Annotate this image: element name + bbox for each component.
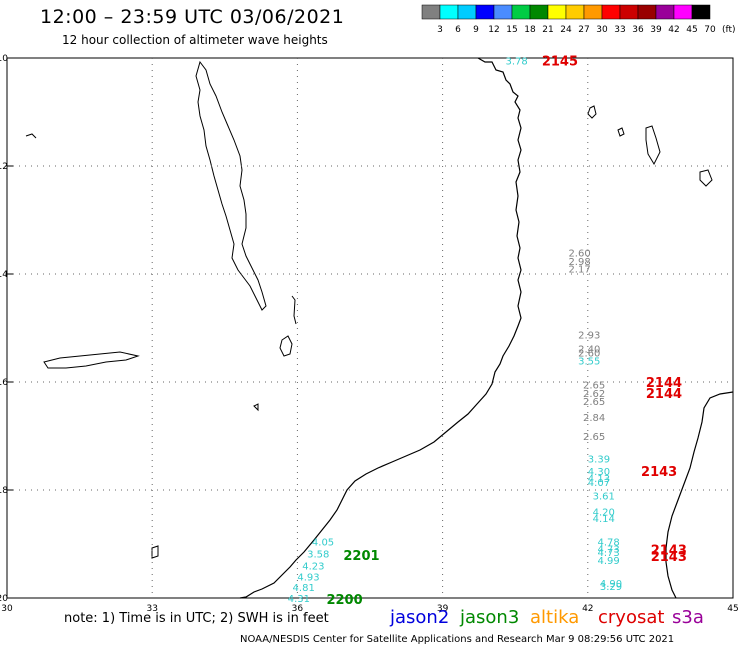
wave-height-value: 3.39	[588, 455, 610, 466]
scale-label: 39	[650, 25, 662, 35]
wave-height-value: 4.23	[302, 562, 324, 573]
pass-time-label: 2144	[646, 376, 682, 391]
scale-label: 6	[455, 25, 461, 35]
lat-label: -14	[0, 270, 8, 280]
river-segment	[291, 295, 297, 325]
lon-label: 30	[1, 604, 13, 614]
wave-height-value: 2.60	[578, 348, 600, 359]
lat-label: -16	[0, 378, 8, 388]
wave-height-value: 2.40	[578, 345, 600, 356]
wave-height-labels: 3.782.602.982.172.932.402.603.552.652.62…	[288, 55, 687, 608]
wave-height-value: 4.30	[588, 467, 610, 478]
wave-height-value: 4.81	[293, 583, 315, 594]
pass-time-label: 2145	[542, 55, 578, 70]
wave-height-value: 2.65	[583, 397, 605, 408]
wave-height-value: 3.55	[578, 356, 600, 367]
scale-label: 33	[614, 25, 625, 35]
wave-height-value: 2.98	[568, 257, 590, 268]
wave-height-color-scale: 3 6 9 12 15 18 21 24 27 30 33 36 39 42 45 70 (ft)	[421, 4, 736, 35]
scale-label: 15	[506, 25, 517, 35]
scale-label: 18	[524, 25, 536, 35]
lat-label: -18	[0, 486, 8, 496]
wave-height-value: 4.78	[597, 537, 619, 548]
scale-label: 9	[473, 25, 479, 35]
legend-jason3: jason3	[460, 607, 520, 628]
wave-height-value: 2.93	[578, 330, 600, 341]
legend-row: note: 1) Time is in UTC; 2) SWH is in fe…	[0, 607, 740, 629]
lake-kariba	[43, 351, 140, 369]
wave-height-value: 4.93	[297, 572, 319, 583]
scale-swatch	[691, 4, 711, 20]
wave-height-value: 4.20	[593, 508, 615, 519]
lon-label: 45	[727, 604, 738, 614]
small-lake	[25, 133, 37, 139]
wave-height-value: 3.29	[600, 582, 622, 593]
lat-label: -20	[0, 594, 8, 604]
scale-label: 21	[542, 25, 553, 35]
wave-height-value: 4.31	[288, 594, 310, 605]
scale-label: 3	[437, 25, 443, 35]
legend-jason2: jason2	[390, 607, 450, 628]
africa-coastline	[239, 57, 522, 599]
lon-label: 36	[292, 604, 304, 614]
scale-label: 36	[632, 25, 644, 35]
wave-height-value: 4.90	[600, 579, 622, 590]
madagascar-coastline	[665, 391, 734, 599]
lake-malawi	[195, 60, 267, 311]
pass-time-label: 2143	[641, 465, 677, 480]
wave-height-value: 4.73	[597, 544, 619, 555]
map-title: 12:00 – 23:59 UTC 03/06/2021	[40, 6, 345, 28]
wave-height-value: 2.62	[583, 389, 605, 400]
wave-height-value: 2.65	[583, 432, 605, 443]
small-island	[587, 105, 597, 119]
scale-label: 24	[560, 25, 572, 35]
scale-label: 30	[596, 25, 608, 35]
pass-time-label: 2144	[646, 387, 682, 402]
units-note: note: 1) Time is in UTC; 2) SWH is in fe…	[64, 611, 329, 626]
wave-height-value: 2.60	[568, 248, 590, 259]
scale-unit: (ft)	[722, 25, 736, 35]
legend-s3a: s3a	[672, 607, 704, 628]
map-frame	[6, 57, 734, 599]
lake-chilwa	[279, 335, 293, 357]
wave-height-value: 3.61	[593, 491, 615, 502]
lon-label: 39	[437, 604, 449, 614]
mayotte-island	[699, 169, 713, 187]
scale-label: 42	[668, 25, 679, 35]
lat-label: -10	[0, 54, 8, 64]
pass-time-label: 2143	[651, 550, 687, 565]
wave-height-value: 2.84	[583, 413, 605, 424]
pass-time-label: 2201	[343, 549, 379, 564]
pass-time-label: 2200	[326, 593, 362, 608]
legend-altika: altika	[530, 607, 580, 628]
scale-label: 12	[488, 25, 499, 35]
lat-label: -12	[0, 162, 8, 172]
wave-height-value: 4.99	[597, 556, 619, 567]
wave-height-value: 2.17	[568, 265, 590, 276]
wave-height-value: 4.14	[593, 514, 615, 525]
wave-height-value: 2.65	[583, 381, 605, 392]
wave-height-value: 4.13	[588, 474, 610, 485]
lat-lon-grid: -10 -12 -14 -16 -18 -2030 33 36 39 42 45	[0, 54, 739, 614]
legend-cryosat: cryosat	[598, 607, 665, 628]
lon-label: 42	[582, 604, 593, 614]
wave-height-value: 3.58	[307, 550, 329, 561]
wave-height-value: 3.78	[506, 57, 528, 68]
wave-height-value: 4.73	[597, 548, 619, 559]
scale-label: 70	[704, 25, 716, 35]
lon-label: 33	[146, 604, 157, 614]
scale-label: 45	[686, 25, 697, 35]
wave-height-value: 4.05	[312, 537, 334, 548]
small-island	[617, 127, 625, 137]
map-subtitle: 12 hour collection of altimeter wave hei…	[62, 33, 328, 47]
pass-time-label: 2143	[651, 543, 687, 558]
comoros-island	[645, 125, 661, 166]
credit-line: NOAA/NESDIS Center for Satellite Applica…	[240, 634, 675, 645]
small-lake	[151, 545, 159, 559]
wave-height-value: 4.07	[588, 478, 610, 489]
scale-label: 27	[578, 25, 589, 35]
small-lake	[253, 403, 259, 412]
